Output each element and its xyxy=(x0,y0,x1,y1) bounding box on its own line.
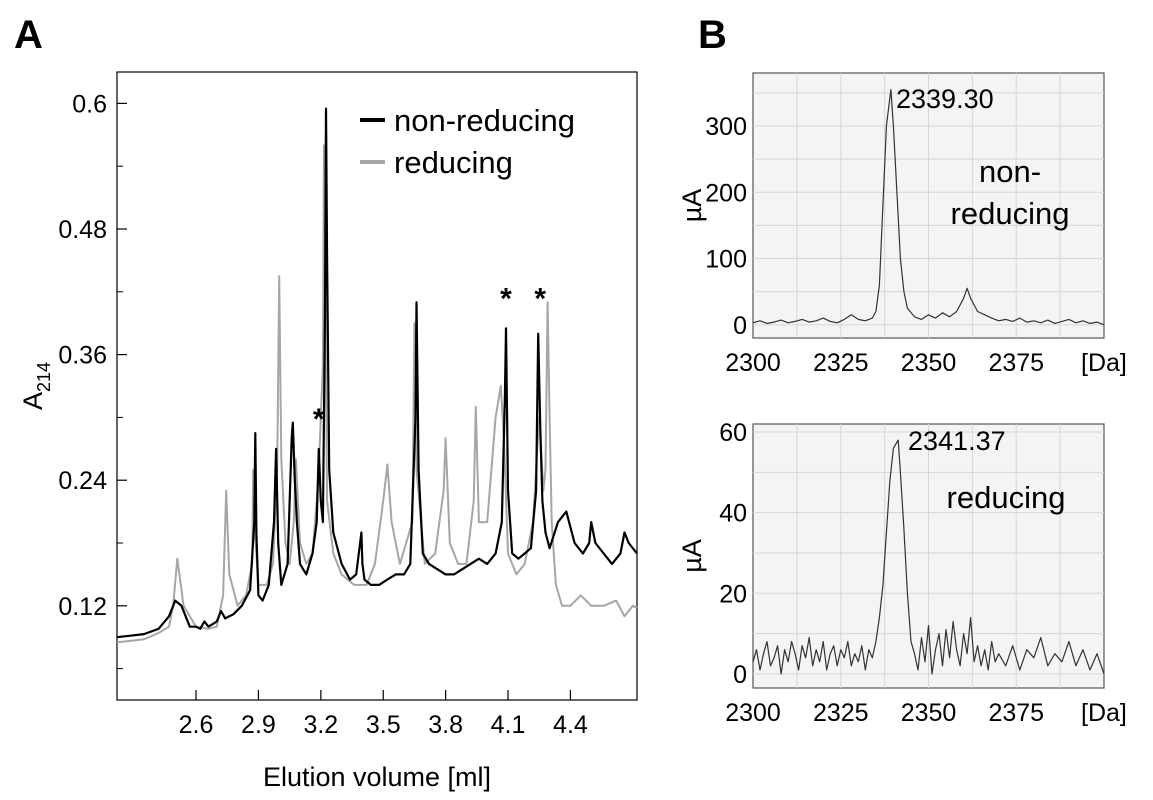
x-axis-label: Elution volume [ml] xyxy=(263,762,491,792)
x-tick-label: 3.5 xyxy=(366,711,401,739)
y-tick-label: 40 xyxy=(719,500,747,528)
peak-marker: * xyxy=(500,283,512,316)
y-tick-label: 200 xyxy=(705,179,747,207)
y-tick-label: 20 xyxy=(719,580,747,608)
ms-spectrum-line xyxy=(752,89,1105,326)
peak-mass-label: 2339.30 xyxy=(896,84,994,114)
legend-label: non-reducing xyxy=(394,103,575,138)
y-axis-label: A214 xyxy=(18,362,54,410)
x-unit-label: [Da] xyxy=(1081,699,1127,727)
x-tick-label: 3.2 xyxy=(303,711,338,739)
panel-letter-b: B xyxy=(698,13,727,57)
y-axis-label-subscript: 214 xyxy=(34,362,54,392)
ms-non-reducing-chart: 0 100 200 300 2300 2325 2350 2375 [Da] µA 2339.30 n… xyxy=(677,72,1127,377)
peak-marker: * xyxy=(313,403,325,436)
x-tick-label: 2325 xyxy=(813,349,869,377)
x-tick-label: 4.4 xyxy=(553,711,588,739)
y-tick-label: 100 xyxy=(705,246,747,274)
x-tick-label: 2375 xyxy=(988,699,1044,727)
y-tick-label: 0.48 xyxy=(58,216,107,244)
plot-frame xyxy=(116,71,638,701)
ms-reducing-chart: 0 20 40 60 2300 2325 2350 2375 [Da] µA 2341.37 redu… xyxy=(677,419,1127,727)
x-unit-label: [Da] xyxy=(1081,349,1127,377)
x-tick-label: 2.9 xyxy=(241,711,276,739)
y-axis-label: µA xyxy=(677,189,707,223)
y-tick-label: 0 xyxy=(733,312,747,340)
y-tick-label: 0.6 xyxy=(72,90,107,118)
x-tick-label: 2300 xyxy=(725,349,781,377)
legend-label: reducing xyxy=(394,145,513,180)
x-tick-label: 2350 xyxy=(901,349,957,377)
y-tick-label: 0.12 xyxy=(58,593,107,621)
series-line-non-reducing xyxy=(116,107,638,639)
x-tick-label: 3.8 xyxy=(428,711,463,739)
y-tick-label: 0 xyxy=(733,661,747,689)
x-tick-label: 2.6 xyxy=(179,711,214,739)
ms-spectrum-line xyxy=(752,439,1105,675)
y-tick-label: 0.36 xyxy=(58,342,107,370)
y-tick-label: 0.24 xyxy=(58,467,107,495)
x-tick-label: 2300 xyxy=(725,699,781,727)
x-tick-label: 4.1 xyxy=(491,711,526,739)
condition-label: non- xyxy=(979,154,1041,189)
peak-mass-label: 2341.37 xyxy=(908,426,1006,456)
x-tick-label: 2375 xyxy=(988,349,1044,377)
series-line-reducing xyxy=(116,144,638,644)
x-tick-label: 2350 xyxy=(901,699,957,727)
condition-label: reducing xyxy=(951,196,1070,231)
chromatogram-chart: 0.12 0.24 0.36 0.48 0.6 2.6 2.9 3.2 3.5 3.8 4.1 4.4… xyxy=(18,71,638,792)
y-tick-label: 300 xyxy=(705,113,747,141)
condition-label: reducing xyxy=(947,480,1066,515)
peak-marker: * xyxy=(534,283,546,316)
y-tick-label: 60 xyxy=(719,419,747,447)
panel-letter-a: A xyxy=(14,13,43,57)
y-axis-label-main: A xyxy=(18,392,48,410)
x-tick-label: 2325 xyxy=(813,699,869,727)
y-axis-label: µA xyxy=(677,539,707,573)
